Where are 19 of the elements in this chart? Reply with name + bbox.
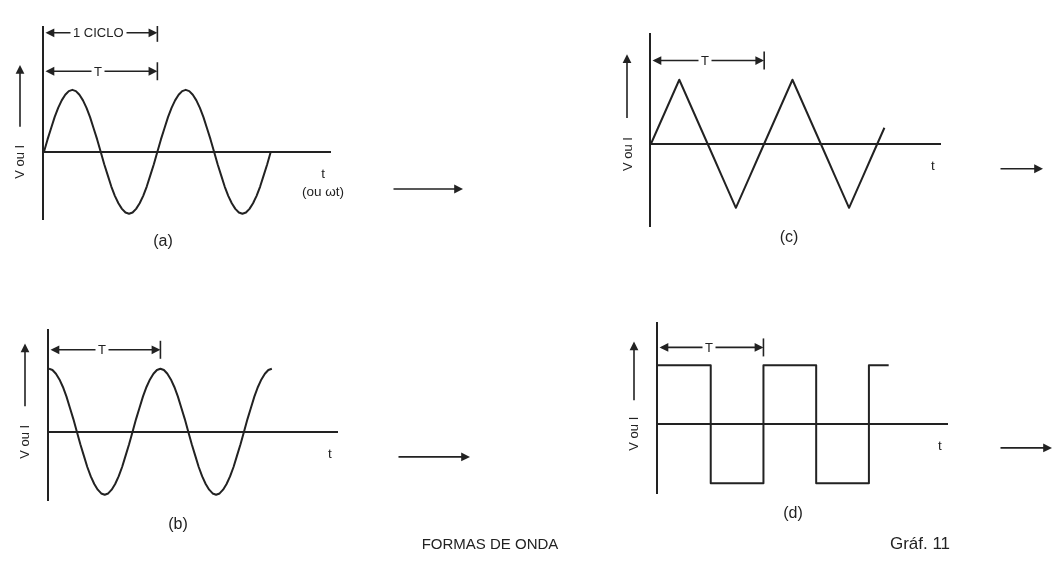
text: (a) — [153, 231, 173, 249]
text: (b) — [168, 514, 188, 532]
text: (d) — [783, 503, 803, 521]
text: Gráf. 11 — [889, 533, 951, 553]
y-axis-title: V ou I — [17, 424, 33, 459]
x-axis-title: t — [328, 446, 332, 461]
y-axis-title: V ou I — [619, 137, 635, 172]
y-axis-title: V ou I — [626, 416, 642, 451]
x-axis-title: t — [931, 158, 935, 173]
text: T — [701, 53, 709, 68]
y-axis-title: V ou I — [12, 144, 28, 179]
text: T — [705, 340, 713, 355]
text: (c) — [779, 227, 799, 245]
x-axis-title: t — [938, 438, 942, 453]
text: FORMAS DE ONDA — [421, 534, 559, 552]
text: 1 CICLO — [73, 25, 124, 40]
x-axis-title: t (ou ωt) — [302, 166, 345, 199]
text: T — [94, 64, 102, 79]
text: T — [98, 342, 106, 357]
